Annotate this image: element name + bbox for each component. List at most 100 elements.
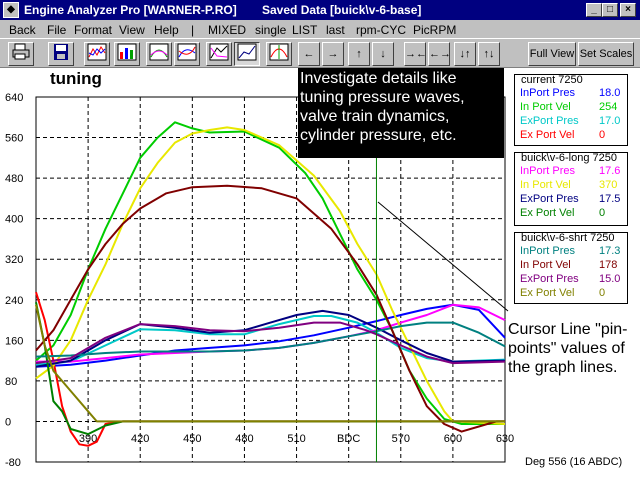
legend-value: 254 [599,101,618,113]
legend-label: InPort Pres [520,87,576,99]
series-line-11 [35,321,506,365]
legend-value: 0 [599,207,606,219]
cursor-degree-readout: Deg 556 (16 ABDC) [525,456,623,468]
callout-pointer-line [377,201,509,312]
x-tick-label: 480 [235,433,253,445]
graph-style-2-button[interactable] [114,42,140,66]
legend-value: 17.0 [599,115,621,127]
menu-file[interactable]: File [47,23,67,37]
series-line-7 [35,309,506,368]
app-title: Engine Analyzer Pro [WARNER-P.RO] [24,3,237,17]
menu-format[interactable]: Format [74,23,113,37]
set-scales-button[interactable]: Set Scales [578,42,634,66]
legend-value: 0 [599,129,606,141]
zoom-out-vertical-button[interactable]: ↑↓ [478,42,500,66]
maximize-button[interactable]: □ [602,3,618,17]
menu-last[interactable]: last [326,23,345,37]
scatter-graph-icon [209,43,229,61]
legend-label: ExPort Pres [520,193,579,205]
shift-down-button[interactable]: ↓ [372,42,394,66]
shift-right-button[interactable]: → [322,42,344,66]
toolbar: ← → ↑ ↓ →← ←→ ↓↑ ↑↓ Full View Set Scales [0,38,640,68]
legend-value: 18.0 [599,87,621,99]
series-line-4 [35,291,505,447]
menu-mixed[interactable]: MIXED [208,23,247,37]
menu-view[interactable]: View [119,23,145,37]
legend-v6-shrt[interactable]: buick\v-6-shrt 7250 InPort Pres 17.3 In … [514,232,628,304]
x-tick-label: 450 [183,433,201,445]
menu-separator: | [191,23,195,37]
series-line-2 [35,121,505,425]
graph-style-4-button[interactable] [174,42,200,66]
multi-curve-icon [177,43,197,61]
menu-help[interactable]: Help [154,23,179,37]
menu-back[interactable]: Back [9,23,36,37]
bar-graph-icon [117,43,137,61]
shift-left-button[interactable]: ← [298,42,320,66]
menu-single[interactable]: single [255,23,287,37]
print-button[interactable] [8,42,34,66]
save-button[interactable] [48,42,74,66]
shift-up-button[interactable]: ↑ [348,42,370,66]
details-callout: Investigate details like tuning pressure… [298,68,504,158]
series-line-1 [35,303,506,368]
title-bar: ◆ Engine Analyzer Pro [WARNER-P.RO] Save… [0,0,640,20]
legend-label: Ex Port Vel [520,129,575,141]
line-graph-icon [87,43,107,61]
series-line-6 [35,126,506,425]
legend-label: Ex Port Vel [520,287,575,299]
graph-style-6-button[interactable] [234,42,260,66]
x-tick-label: BDC [337,433,360,445]
graph-style-7-button[interactable] [266,42,292,66]
legend-value: 17.6 [599,165,621,177]
legend-label: Ex Port Vel [520,207,575,219]
y-tick-label: 640 [5,92,23,104]
trend-graph-icon [237,43,257,61]
close-button[interactable]: × [620,3,636,17]
graph-style-1-button[interactable] [84,42,110,66]
plot-frame [35,96,506,463]
y-tick-label: 0 [5,416,11,428]
legend-title: buick\v-6-shrt 7250 [521,232,615,244]
graph-title: tuning [50,69,102,88]
minimize-button[interactable]: _ [586,3,602,17]
x-tick-label: 600 [444,433,462,445]
y-tick-label: 560 [5,133,23,145]
legend-value: 0 [599,287,606,299]
y-tick-label: 240 [5,295,23,307]
legend-label: InPort Pres [520,245,576,257]
menu-rpm-cyc[interactable]: rpm-CYC [356,23,406,37]
x-tick-label: 510 [287,433,305,445]
full-view-button[interactable]: Full View [528,42,576,66]
menu-picrpm[interactable]: PicRPM [413,23,457,37]
series-line-10 [35,184,505,433]
overlay-graph-icon [269,43,289,61]
legend-label: ExPort Pres [520,115,579,127]
graph-style-5-button[interactable] [206,42,232,66]
floppy-icon [54,44,68,60]
legend-label: In Port Vel [520,101,571,113]
legend-label: In Port Vel [520,259,571,271]
y-tick-label: -80 [5,457,21,469]
legend-value: 178 [599,259,618,271]
zoom-in-horizontal-button[interactable]: →← [404,42,427,66]
y-tick-label: 480 [5,173,23,185]
y-tick-label: 320 [5,254,23,266]
y-tick-label: 160 [5,335,23,347]
legend-label: ExPort Pres [520,273,579,285]
graph-style-3-button[interactable] [146,42,172,66]
menu-bar: Back File Format View Help | MIXED singl… [0,20,640,38]
legend-v6-long[interactable]: buick\v-6-long 7250 InPort Pres 17.6 In … [514,152,628,226]
zoom-in-vertical-button[interactable]: ↓↑ [454,42,476,66]
zoom-out-horizontal-button[interactable]: ←→ [428,42,451,66]
x-tick-label: 630 [496,433,514,445]
menu-list[interactable]: LIST [292,23,318,37]
series-line-9 [35,321,506,358]
legend-label: In Port Vel [520,179,571,191]
cursor-line-callout: Cursor Line "pin-points" values of the g… [508,321,628,376]
legend-current[interactable]: current 7250 InPort Pres 18.0 In Port Ve… [514,74,628,146]
legend-title: current 7250 [521,74,583,86]
app-icon[interactable]: ◆ [3,2,19,18]
tuning-chart[interactable]: 640 560 480 400 320 240 160 80 0 -80 390 420 450 480 5… [0,68,640,480]
series-line-12 [35,304,505,423]
